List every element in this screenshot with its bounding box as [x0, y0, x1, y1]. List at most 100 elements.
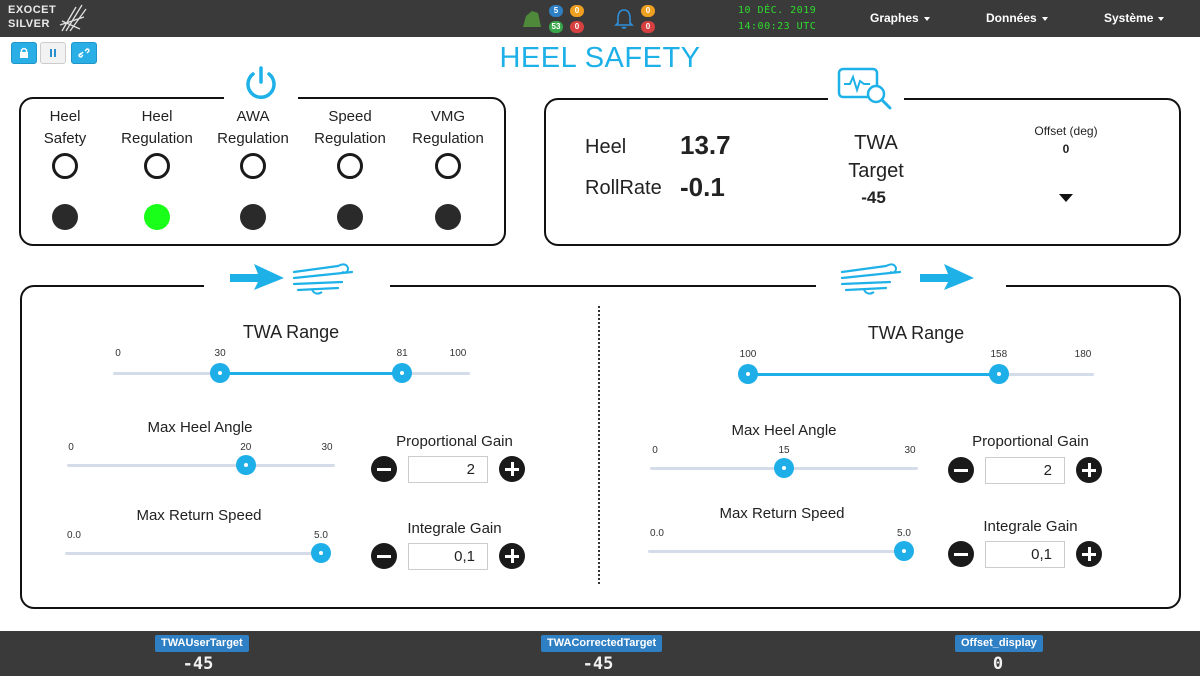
proportional-gain-input[interactable]: 2: [985, 457, 1065, 484]
max-heel-max-label: 30: [904, 445, 916, 456]
brand-logo-icon: [59, 4, 87, 32]
twa-range-max-label: 100: [449, 348, 467, 359]
proportional-gain-input[interactable]: 2: [408, 456, 488, 483]
badge-blue: 5: [549, 5, 563, 17]
twa-range-max-label: 180: [1074, 349, 1092, 360]
integrale-gain-minus-button[interactable]: [371, 543, 397, 569]
max-heel-value-label: 15: [778, 445, 790, 456]
twa-target-label: TWA Target: [848, 132, 904, 182]
menu-data[interactable]: Données: [986, 11, 1048, 25]
max-heel-angle-title: Max Heel Angle: [731, 422, 837, 439]
range-high-handle[interactable]: [392, 363, 413, 383]
boat-icon[interactable]: [520, 7, 544, 31]
max-return-min-label: 0.0: [67, 530, 81, 541]
toggle-heel-safety[interactable]: [52, 153, 78, 179]
col-label-awa-regulation: AWA Regulation: [217, 108, 289, 147]
bell-icon[interactable]: [614, 8, 634, 30]
integrale-gain-title: Integrale Gain: [983, 518, 1078, 535]
brand-name: EXOCET SILVER: [8, 4, 57, 30]
range-fill: [748, 373, 999, 376]
clock-time: 14:00:23 UTC: [738, 21, 817, 32]
range-low-handle[interactable]: [738, 364, 758, 384]
rollrate-value: -0.1: [680, 172, 725, 202]
col-label-heel-regulation: Heel Regulation: [121, 108, 193, 147]
integrale-gain-input[interactable]: 0,1: [408, 543, 488, 570]
toggle-awa-regulation[interactable]: [240, 153, 266, 179]
twa-range-min-label: 0: [115, 348, 121, 359]
max-return-slider-track[interactable]: [648, 550, 904, 553]
power-icon[interactable]: [240, 62, 282, 104]
badge-orange: 0: [570, 5, 584, 17]
max-heel-angle-title: Max Heel Angle: [147, 419, 253, 436]
lock-icon: [20, 47, 28, 58]
max-return-value-label: 5.0: [314, 530, 328, 541]
twa-range-high-label: 158: [990, 349, 1008, 360]
offset-display-value: 0: [992, 654, 1004, 674]
slider-handle[interactable]: [311, 543, 331, 563]
slider-handle[interactable]: [235, 455, 256, 475]
col-label-speed-regulation: Speed Regulation: [314, 108, 386, 147]
heel-value: 13.7: [680, 130, 731, 160]
monitor-search-icon[interactable]: [836, 66, 896, 112]
col-label-heel-safety: Heel Safety: [43, 108, 87, 147]
link-button[interactable]: [71, 42, 97, 64]
twa-user-target-label: TWAUserTarget: [155, 635, 249, 652]
slider-handle[interactable]: [894, 541, 914, 561]
chevron-down-icon: [1158, 16, 1165, 21]
menu-graphs[interactable]: Graphes: [870, 11, 930, 25]
panel-gap: [204, 285, 390, 289]
badge-red: 0: [570, 21, 584, 33]
proportional-gain-minus-button[interactable]: [948, 457, 974, 483]
proportional-gain-plus-button[interactable]: [499, 456, 525, 482]
range-high-handle[interactable]: [988, 364, 1009, 384]
toggle-vmg-regulation[interactable]: [435, 153, 461, 179]
max-heel-value-label: 20: [240, 442, 252, 453]
wind-to-right-icon: [840, 263, 974, 295]
clock-date: 10 DÉC. 2019: [738, 5, 817, 16]
toggle-heel-regulation[interactable]: [144, 153, 170, 179]
twa-range-title: TWA Range: [242, 322, 340, 342]
max-return-speed-title: Max Return Speed: [136, 507, 262, 524]
pause-icon: [50, 49, 56, 57]
integrale-gain-plus-button[interactable]: [499, 543, 525, 569]
link-icon: [78, 48, 90, 58]
twa-range-low-label: 100: [739, 349, 757, 360]
range-fill: [220, 372, 403, 375]
max-return-value-label: 5.0: [897, 528, 911, 539]
bell-badge-orange: 0: [641, 5, 655, 17]
panel-gap: [224, 97, 298, 101]
max-heel-slider-track[interactable]: [67, 464, 335, 467]
offset-dropdown-caret[interactable]: [1059, 194, 1073, 202]
offset-value: 0: [1062, 142, 1070, 156]
integrale-gain-plus-button[interactable]: [1076, 541, 1102, 567]
pause-button[interactable]: [40, 42, 66, 64]
offset-label: Offset (deg): [1034, 124, 1098, 138]
status-led-speed-regulation: [337, 204, 363, 230]
max-heel-min-label: 0: [652, 445, 658, 456]
lock-button[interactable]: [11, 42, 37, 64]
proportional-gain-plus-button[interactable]: [1076, 457, 1102, 483]
badge-green: 53: [549, 21, 563, 33]
bell-badge-red: 0: [641, 21, 655, 33]
chevron-down-icon: [1041, 16, 1048, 21]
bottom-status-bar: TWAUserTarget -45 TWACorrectedTarget -45…: [0, 631, 1200, 676]
proportional-gain-minus-button[interactable]: [371, 456, 397, 482]
range-low-handle[interactable]: [210, 363, 231, 383]
slider-handle[interactable]: [774, 458, 794, 478]
top-navbar: EXOCET SILVER 5 0 53 0 0 0 10 DÉC. 2019 …: [0, 0, 1200, 37]
clock-display: 10 DÉC. 2019 14:00:23 UTC: [738, 3, 816, 35]
status-led-awa-regulation: [240, 204, 266, 230]
menu-system[interactable]: Système: [1104, 11, 1165, 25]
integrale-gain-input[interactable]: 0,1: [985, 541, 1065, 568]
status-led-vmg-regulation: [435, 204, 461, 230]
chevron-down-icon: [923, 16, 930, 21]
max-heel-min-label: 0: [68, 442, 74, 453]
integrale-gain-minus-button[interactable]: [948, 541, 974, 567]
page-title: HEEL SAFETY: [499, 42, 701, 74]
twa-range-high-label: 81: [396, 348, 408, 359]
max-return-slider-track[interactable]: [65, 552, 321, 555]
max-return-min-label: 0.0: [650, 528, 664, 539]
toggle-speed-regulation[interactable]: [337, 153, 363, 179]
integrale-gain-title: Integrale Gain: [407, 520, 502, 537]
status-led-heel-safety: [52, 204, 78, 230]
